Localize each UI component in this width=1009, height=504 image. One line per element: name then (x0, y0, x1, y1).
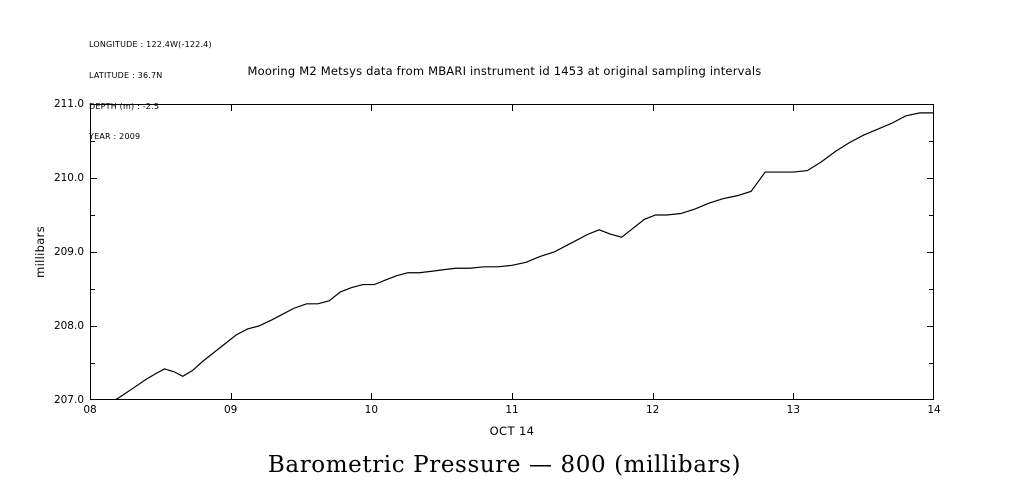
y-axis-title: millibars (32, 226, 47, 278)
x-tick-label: 10 (364, 404, 379, 416)
axis-tick-marks (90, 104, 934, 400)
metadata-latitude: LATITUDE : 36.7N (89, 71, 163, 80)
y-tick-label: 211.0 (53, 98, 84, 110)
x-tick-label: 14 (927, 404, 941, 416)
metadata-longitude: LONGITUDE : 122.4W(-122.4) (89, 40, 212, 50)
chart-title: Mooring M2 Metsys data from MBARI instru… (247, 64, 762, 78)
metadata-depth: DEPTH (m) : -2.5 (89, 101, 160, 111)
x-tick-label: 09 (223, 404, 238, 416)
figure-caption: Barometric Pressure — 800 (millibars) (267, 452, 742, 478)
y-tick-label: 208.0 (53, 320, 84, 332)
x-tick-label: 08 (83, 404, 97, 416)
x-tick-label: 11 (505, 404, 519, 416)
metadata-block: LONGITUDE : 122.4W(-122.4) LATITUDE : 36… (89, 20, 212, 153)
metadata-year: YEAR : 2009 (89, 132, 141, 142)
x-axis-tick-labels: 08 09 10 11 12 13 14 (83, 404, 940, 420)
x-axis-title: OCT 14 (489, 424, 535, 438)
axis-frame (90, 104, 934, 400)
data-series-line (114, 112, 934, 400)
y-tick-label: 209.0 (53, 246, 84, 258)
plot-svg (90, 104, 934, 400)
plot-area (90, 104, 934, 400)
x-tick-label: 12 (645, 404, 660, 416)
y-axis-tick-labels: 207.0 208.0 209.0 210.0 211.0 (0, 98, 84, 406)
y-tick-label: 210.0 (53, 172, 84, 184)
y-tick-label: 207.0 (53, 394, 84, 406)
x-tick-label: 13 (786, 404, 801, 416)
